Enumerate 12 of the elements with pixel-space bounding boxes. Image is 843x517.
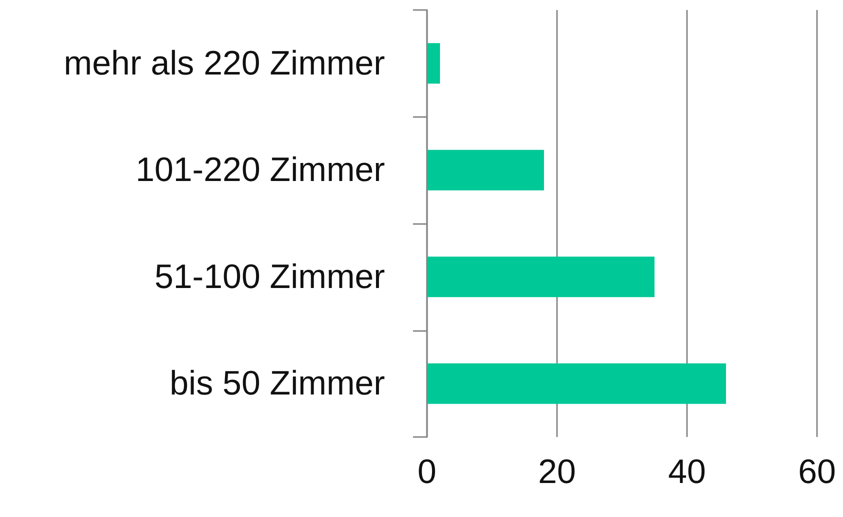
x-tick-label: 40 bbox=[668, 453, 706, 491]
bar bbox=[427, 363, 726, 404]
x-tick-label: 20 bbox=[538, 453, 576, 491]
x-tick-label: 0 bbox=[418, 453, 436, 491]
x-tick-label: 60 bbox=[798, 453, 836, 491]
y-tick-label: 51-100 Zimmer bbox=[154, 258, 385, 296]
y-tick-label: mehr als 220 Zimmer bbox=[64, 44, 385, 82]
y-tick-label: 101-220 Zimmer bbox=[136, 151, 385, 190]
bar bbox=[427, 150, 544, 190]
bar bbox=[427, 43, 440, 84]
bar bbox=[427, 256, 654, 298]
y-tick-label: bis 50 Zimmer bbox=[170, 364, 385, 403]
